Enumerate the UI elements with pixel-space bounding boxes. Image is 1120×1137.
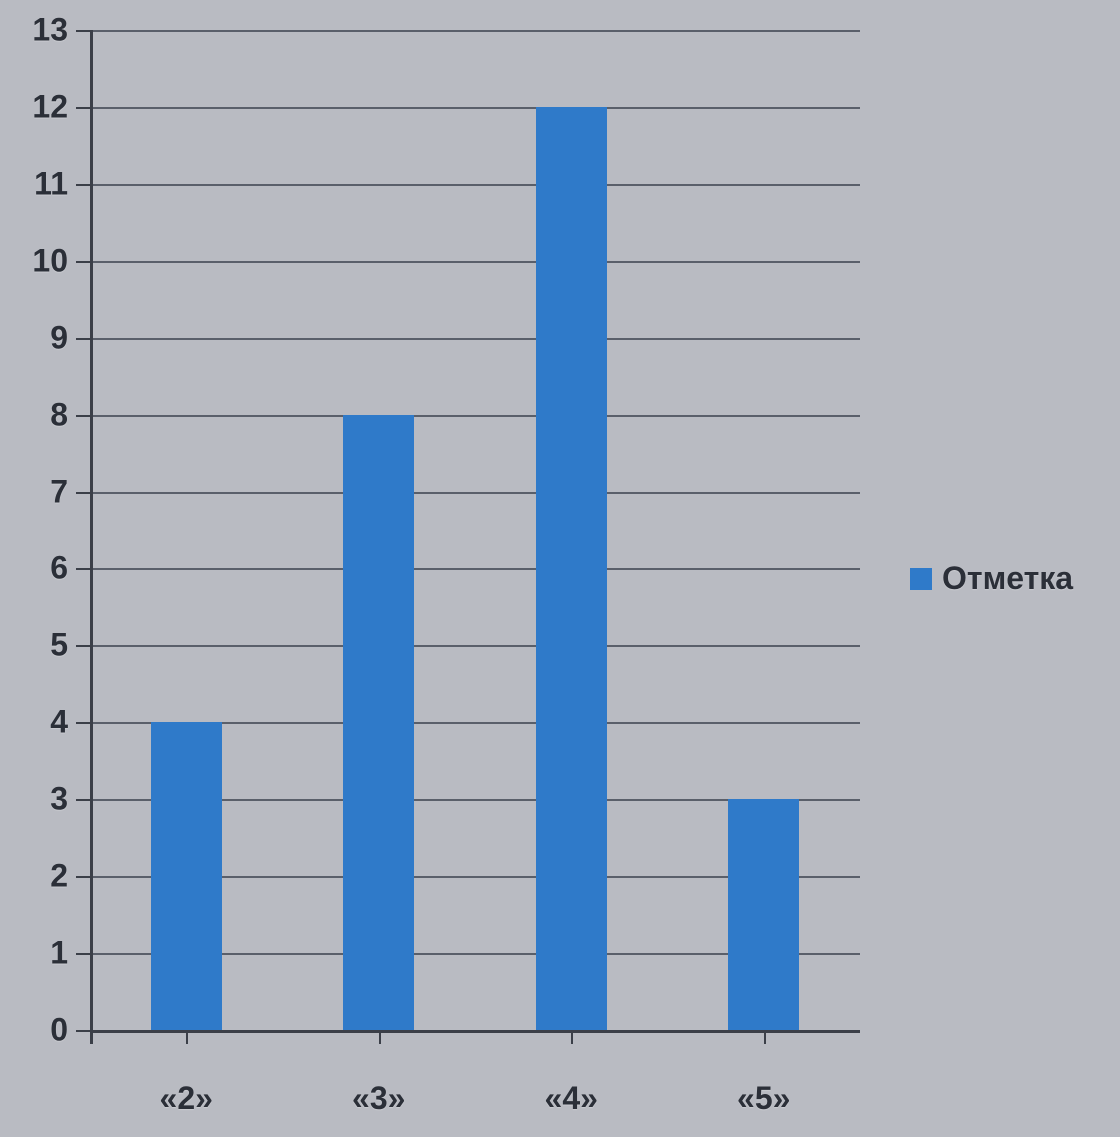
y-axis-label: 9 <box>8 319 68 356</box>
gridline <box>90 492 860 494</box>
y-axis-label: 10 <box>8 242 68 279</box>
gridline <box>90 261 860 263</box>
y-axis <box>90 30 93 1044</box>
y-tick <box>76 876 90 878</box>
bar <box>536 107 607 1030</box>
gridline <box>90 30 860 32</box>
gridline <box>90 568 860 570</box>
bar <box>728 799 799 1030</box>
y-tick <box>76 415 90 417</box>
gridline <box>90 338 860 340</box>
y-axis-label: 6 <box>8 550 68 587</box>
x-axis-label: «3» <box>352 1080 405 1117</box>
x-axis <box>90 1030 860 1033</box>
y-axis-label: 4 <box>8 704 68 741</box>
y-tick <box>76 261 90 263</box>
y-tick <box>76 1030 90 1032</box>
y-axis-label: 5 <box>8 627 68 664</box>
y-tick <box>76 338 90 340</box>
y-tick <box>76 645 90 647</box>
y-axis-label: 2 <box>8 858 68 895</box>
y-tick <box>76 30 90 32</box>
y-axis-label: 12 <box>8 88 68 125</box>
gridline <box>90 415 860 417</box>
bar <box>343 415 414 1030</box>
y-tick <box>76 492 90 494</box>
y-tick <box>76 184 90 186</box>
y-axis-label: 1 <box>8 935 68 972</box>
bar-chart: 012345678910111213«2»«3»«4»«5»Отметка <box>0 0 1120 1137</box>
y-axis-label: 8 <box>8 396 68 433</box>
y-axis-label: 13 <box>8 12 68 49</box>
gridline <box>90 184 860 186</box>
bar <box>151 722 222 1030</box>
y-axis-label: 11 <box>8 165 68 202</box>
y-axis-label: 0 <box>8 1012 68 1049</box>
legend: Отметка <box>910 560 1073 597</box>
y-tick <box>76 568 90 570</box>
legend-swatch <box>910 568 932 590</box>
y-axis-label: 7 <box>8 473 68 510</box>
gridline <box>90 107 860 109</box>
y-tick <box>76 722 90 724</box>
legend-label: Отметка <box>942 560 1073 597</box>
x-axis-label: «2» <box>160 1080 213 1117</box>
y-axis-label: 3 <box>8 781 68 818</box>
x-axis-label: «5» <box>737 1080 790 1117</box>
y-tick <box>76 799 90 801</box>
gridline <box>90 645 860 647</box>
y-tick <box>76 953 90 955</box>
x-axis-label: «4» <box>545 1080 598 1117</box>
y-tick <box>76 107 90 109</box>
